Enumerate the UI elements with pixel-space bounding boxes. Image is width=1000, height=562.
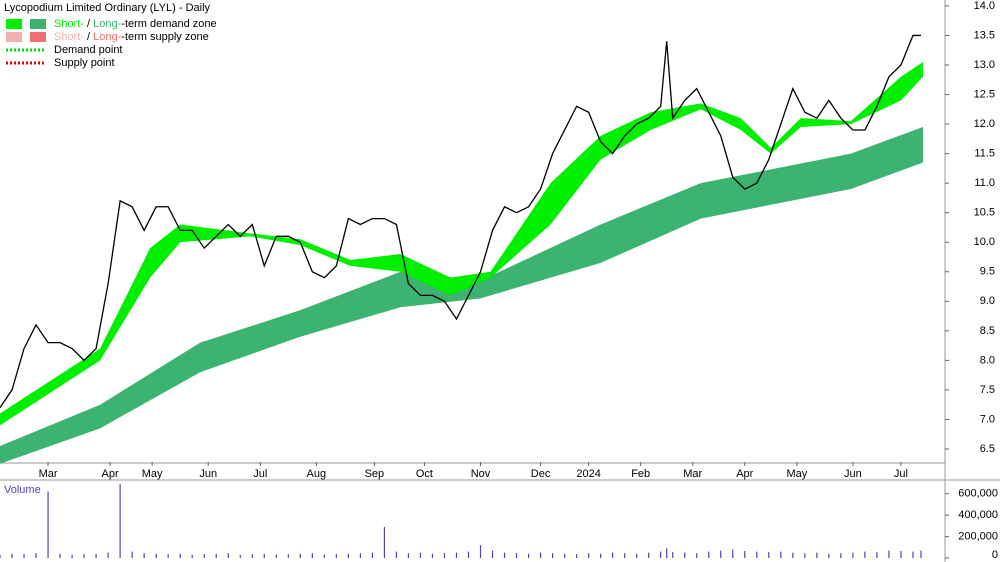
x-tick-label: Oct — [416, 468, 433, 480]
x-tick-label: May — [142, 468, 163, 480]
y-tick-label: 9.5 — [980, 266, 995, 278]
legend-part: Long- — [93, 18, 121, 30]
x-tick-label: Aug — [307, 468, 327, 480]
y-tick-label: 8.0 — [980, 354, 995, 366]
y-tick-label: 13.5 — [974, 29, 995, 41]
x-tick-label: 2024 — [576, 468, 600, 480]
x-tick-label: Dec — [531, 468, 551, 480]
y-tick-label: 8.5 — [980, 325, 995, 337]
legend-swatch — [30, 32, 46, 42]
volume-tick-label: 600,000 — [958, 488, 998, 500]
y-tick-label: 12.0 — [974, 118, 995, 130]
y-tick-label: 7.5 — [980, 384, 995, 396]
x-tick-label: Jul — [894, 468, 908, 480]
x-tick-label: Mar — [39, 468, 58, 480]
y-tick-label: 11.0 — [974, 177, 995, 189]
x-tick-label: Jun — [844, 468, 862, 480]
price-line — [0, 34, 921, 409]
y-tick-label: 12.5 — [974, 88, 995, 100]
x-tick-label: Nov — [471, 468, 491, 480]
legend-label: Supply point — [54, 57, 115, 69]
x-tick-label: May — [786, 468, 807, 480]
x-tick-label: Jun — [199, 468, 217, 480]
legend-swatch — [6, 32, 22, 42]
y-tick-label: 14.0 — [974, 0, 995, 12]
volume-tick-label: 0 — [992, 549, 998, 561]
volume-label: Volume — [4, 484, 41, 496]
x-tick-label: Sep — [365, 468, 385, 480]
legend-label: Short- / Long--term supply zone — [54, 31, 209, 43]
zone-band — [0, 127, 923, 464]
y-tick-label: 11.5 — [974, 148, 995, 160]
x-tick-label: Jul — [253, 468, 267, 480]
y-tick-label: 9.0 — [980, 295, 995, 307]
y-tick-label: 13.0 — [974, 59, 995, 71]
x-tick-label: Apr — [736, 468, 753, 480]
x-tick-label: Apr — [102, 468, 119, 480]
legend-part: -term supply zone — [121, 31, 208, 43]
y-tick-label: 10.5 — [974, 207, 995, 219]
legend-swatch — [6, 19, 22, 29]
legend-part: Long- — [93, 31, 121, 43]
legend-swatch — [30, 19, 46, 29]
x-tick-label: Mar — [683, 468, 702, 480]
y-tick-label: 6.5 — [980, 443, 995, 455]
legend-part: / — [84, 31, 93, 43]
legend-label: Demand point — [54, 44, 123, 56]
y-tick-label: 10.0 — [974, 236, 995, 248]
volume-tick-label: 400,000 — [958, 509, 998, 521]
legend-part: Short- — [54, 18, 84, 30]
legend-part: Short- — [54, 31, 84, 43]
chart-title: Lycopodium Limited Ordinary (LYL) - Dail… — [4, 2, 211, 14]
legend-label: Short- / Long--term demand zone — [54, 18, 217, 30]
volume-tick-label: 200,000 — [958, 530, 998, 542]
legend-part: / — [84, 18, 93, 30]
legend-part: -term demand zone — [121, 18, 216, 30]
x-tick-label: Feb — [631, 468, 650, 480]
y-tick-label: 7.0 — [980, 413, 995, 425]
